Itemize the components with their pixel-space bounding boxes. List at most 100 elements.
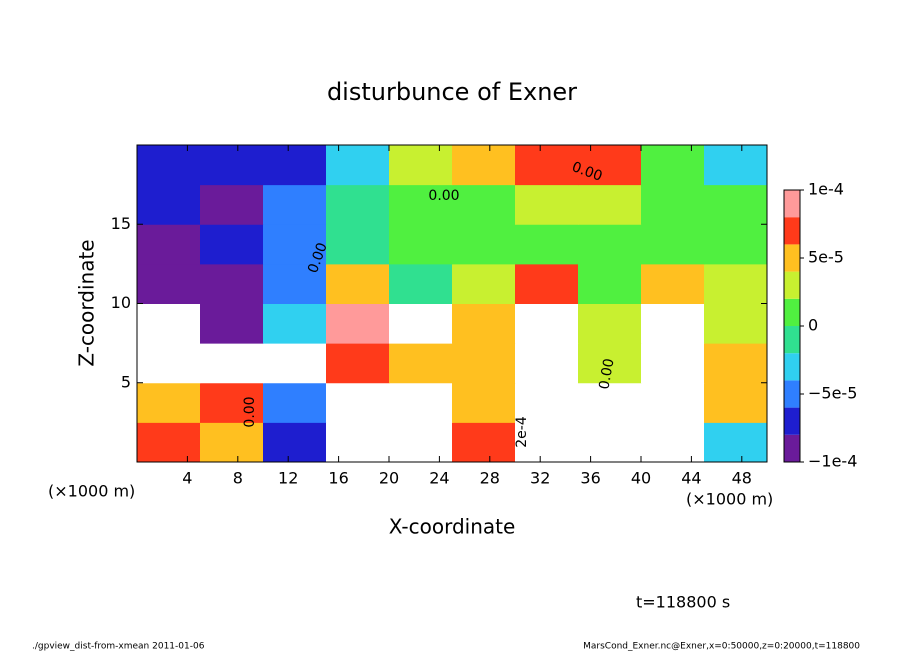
field-cell (389, 422, 453, 463)
colorbar-box (784, 271, 800, 299)
contour-label: 0.00 (242, 396, 258, 427)
field-cell (389, 184, 453, 225)
field-cell (704, 343, 768, 384)
colorbar-box (784, 190, 800, 218)
field-cell (326, 343, 390, 384)
field-cell (578, 145, 642, 186)
colorbar-label: 0 (808, 316, 818, 335)
field-cell (641, 382, 705, 423)
field-cell (452, 343, 516, 384)
field-cell (137, 224, 201, 265)
colorbar-box (784, 434, 800, 462)
field-cell (578, 263, 642, 304)
field-cell (641, 145, 705, 186)
colorbar-box (784, 353, 800, 381)
chart-title: disturbunce of Exner (327, 78, 577, 106)
field-cell (263, 224, 327, 265)
field-cell (578, 382, 642, 423)
field-cell (263, 382, 327, 423)
x-tick-label: 8 (233, 469, 243, 488)
field-cell (578, 422, 642, 463)
field-cell (137, 343, 201, 384)
field-cell (452, 145, 516, 186)
field-cell (704, 382, 768, 423)
field-cell (326, 224, 390, 265)
field-cell (326, 382, 390, 423)
field-cell (515, 263, 579, 304)
field-cell (704, 303, 768, 344)
field-cell (704, 184, 768, 225)
field-cell (389, 382, 453, 423)
field-cell (515, 382, 579, 423)
field-cell (389, 343, 453, 384)
x-tick-label: 24 (429, 469, 449, 488)
field-cell (452, 263, 516, 304)
field-cell (200, 145, 264, 186)
field-cell (389, 263, 453, 304)
field-cell (263, 303, 327, 344)
field-cell (326, 145, 390, 186)
field-cell (641, 422, 705, 463)
field-cell (137, 184, 201, 225)
field-cell (137, 422, 201, 463)
colorbar-box (784, 298, 800, 326)
field-cell (515, 303, 579, 344)
x-tick-label: 16 (328, 469, 348, 488)
field-cell (515, 145, 579, 186)
x-tick-label: 36 (580, 469, 600, 488)
x-tick-label: 32 (530, 469, 550, 488)
x-unit: (×1000 m) (48, 482, 135, 501)
colorbar-box (784, 380, 800, 408)
time-label: t=118800 s (636, 593, 730, 612)
field-cell (704, 263, 768, 304)
contour-label: 0.00 (428, 188, 459, 204)
field-cell (326, 184, 390, 225)
field-cell (200, 184, 264, 225)
field-cell (263, 263, 327, 304)
field-cell (515, 224, 579, 265)
x-unit: (×1000 m) (686, 490, 773, 509)
x-tick-label: 28 (480, 469, 500, 488)
field-cell (452, 184, 516, 225)
field-cell (326, 303, 390, 344)
field-cell (641, 184, 705, 225)
x-tick-label: 20 (379, 469, 399, 488)
field-cell (263, 184, 327, 225)
field-cell (137, 263, 201, 304)
field-cell (137, 382, 201, 423)
field-cell (200, 422, 264, 463)
field-cell (578, 224, 642, 265)
field-cell (137, 145, 201, 186)
y-tick-label: 5 (121, 372, 131, 391)
y-tick-label: 10 (111, 293, 131, 312)
field-cell (515, 184, 579, 225)
field-cell (389, 224, 453, 265)
colorbar-label: 5e-5 (808, 248, 844, 267)
field-cell (515, 422, 579, 463)
field-cell (137, 303, 201, 344)
field-cell (452, 224, 516, 265)
contour-label: 0.00 (596, 357, 617, 390)
field-cell (641, 303, 705, 344)
y-tick-label: 15 (111, 214, 131, 233)
x-tick-label: 40 (631, 469, 651, 488)
field-cell (326, 263, 390, 304)
field-cell (641, 343, 705, 384)
field-cell (200, 224, 264, 265)
colorbar-label: 1e-4 (808, 180, 844, 199)
field-cell (389, 303, 453, 344)
field-cell (578, 343, 642, 384)
colorbar-box (784, 244, 800, 272)
colorbar-box (784, 407, 800, 435)
x-tick-label: 4 (182, 469, 192, 488)
field-cell (200, 343, 264, 384)
colorbar-box (784, 217, 800, 245)
x-tick-label: 48 (732, 469, 752, 488)
field-cell (704, 422, 768, 463)
field-cell (452, 303, 516, 344)
y-axis-label: Z-coordinate (75, 239, 99, 366)
field-cell (326, 422, 390, 463)
field-cell (641, 263, 705, 304)
field-cell (263, 145, 327, 186)
